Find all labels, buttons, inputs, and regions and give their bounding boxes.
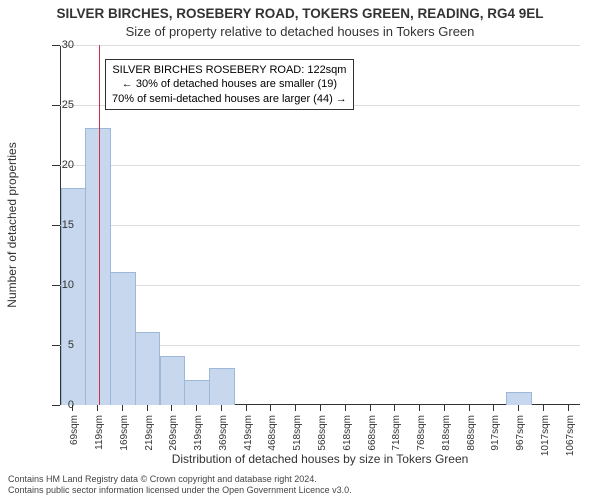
y-tick-label: 5 [44, 339, 74, 351]
x-tick [97, 405, 98, 411]
x-tick [493, 405, 494, 411]
gridline [60, 225, 580, 226]
y-axis-label: Number of detached properties [5, 142, 19, 307]
bar [506, 392, 532, 405]
annotation-line: 70% of semi-detached houses are larger (… [112, 92, 347, 106]
x-tick-label: 419sqm [243, 415, 254, 460]
x-tick [444, 405, 445, 411]
chart-title-line1: SILVER BIRCHES, ROSEBERY ROAD, TOKERS GR… [0, 6, 600, 21]
x-tick-label: 1017sqm [540, 415, 551, 460]
x-tick-label: 768sqm [416, 415, 427, 460]
x-tick [320, 405, 321, 411]
gridline [60, 285, 580, 286]
bar [209, 368, 235, 405]
x-tick-label: 369sqm [218, 415, 229, 460]
x-tick [196, 405, 197, 411]
y-tick-label: 15 [44, 219, 74, 231]
y-tick-label: 20 [44, 159, 74, 171]
x-tick [270, 405, 271, 411]
x-tick-label: 917sqm [490, 415, 501, 460]
x-tick-label: 219sqm [144, 415, 155, 460]
marker-line [99, 45, 100, 405]
chart-title-line2: Size of property relative to detached ho… [0, 24, 600, 39]
x-tick [295, 405, 296, 411]
x-tick [122, 405, 123, 411]
x-tick-label: 618sqm [342, 415, 353, 460]
x-tick [246, 405, 247, 411]
x-tick-label: 718sqm [391, 415, 402, 460]
bar [184, 380, 210, 405]
x-tick [345, 405, 346, 411]
bar [135, 332, 161, 405]
x-tick-label: 269sqm [168, 415, 179, 460]
x-tick [221, 405, 222, 411]
x-tick-label: 668sqm [367, 415, 378, 460]
x-tick [419, 405, 420, 411]
y-tick-label: 25 [44, 99, 74, 111]
footer-line1: Contains HM Land Registry data © Crown c… [8, 474, 352, 485]
annotation-line: ← 30% of detached houses are smaller (19… [112, 77, 347, 91]
x-tick-label: 818sqm [441, 415, 452, 460]
x-tick [171, 405, 172, 411]
x-tick-label: 1067sqm [565, 415, 576, 460]
x-tick-label: 169sqm [119, 415, 130, 460]
x-tick [568, 405, 569, 411]
footer-line2: Contains public sector information licen… [8, 485, 352, 496]
x-tick [543, 405, 544, 411]
x-tick [469, 405, 470, 411]
x-tick-label: 319sqm [193, 415, 204, 460]
gridline [60, 165, 580, 166]
bar [110, 272, 136, 405]
plot-area: SILVER BIRCHES ROSEBERY ROAD: 122sqm← 30… [60, 45, 580, 405]
x-tick [518, 405, 519, 411]
gridline [60, 45, 580, 46]
x-tick [147, 405, 148, 411]
annotation-box: SILVER BIRCHES ROSEBERY ROAD: 122sqm← 30… [105, 59, 354, 110]
x-tick-label: 868sqm [466, 415, 477, 460]
y-tick-label: 10 [44, 279, 74, 291]
x-tick-label: 568sqm [317, 415, 328, 460]
x-tick [394, 405, 395, 411]
x-tick-label: 468sqm [267, 415, 278, 460]
y-tick-label: 0 [44, 399, 74, 411]
y-tick-label: 30 [44, 39, 74, 51]
annotation-line: SILVER BIRCHES ROSEBERY ROAD: 122sqm [112, 63, 347, 77]
bar [160, 356, 186, 405]
x-tick-label: 967sqm [515, 415, 526, 460]
x-tick-label: 518sqm [292, 415, 303, 460]
footer: Contains HM Land Registry data © Crown c… [8, 474, 352, 497]
x-tick-label: 69sqm [69, 415, 80, 460]
x-tick-label: 119sqm [94, 415, 105, 460]
x-tick [370, 405, 371, 411]
